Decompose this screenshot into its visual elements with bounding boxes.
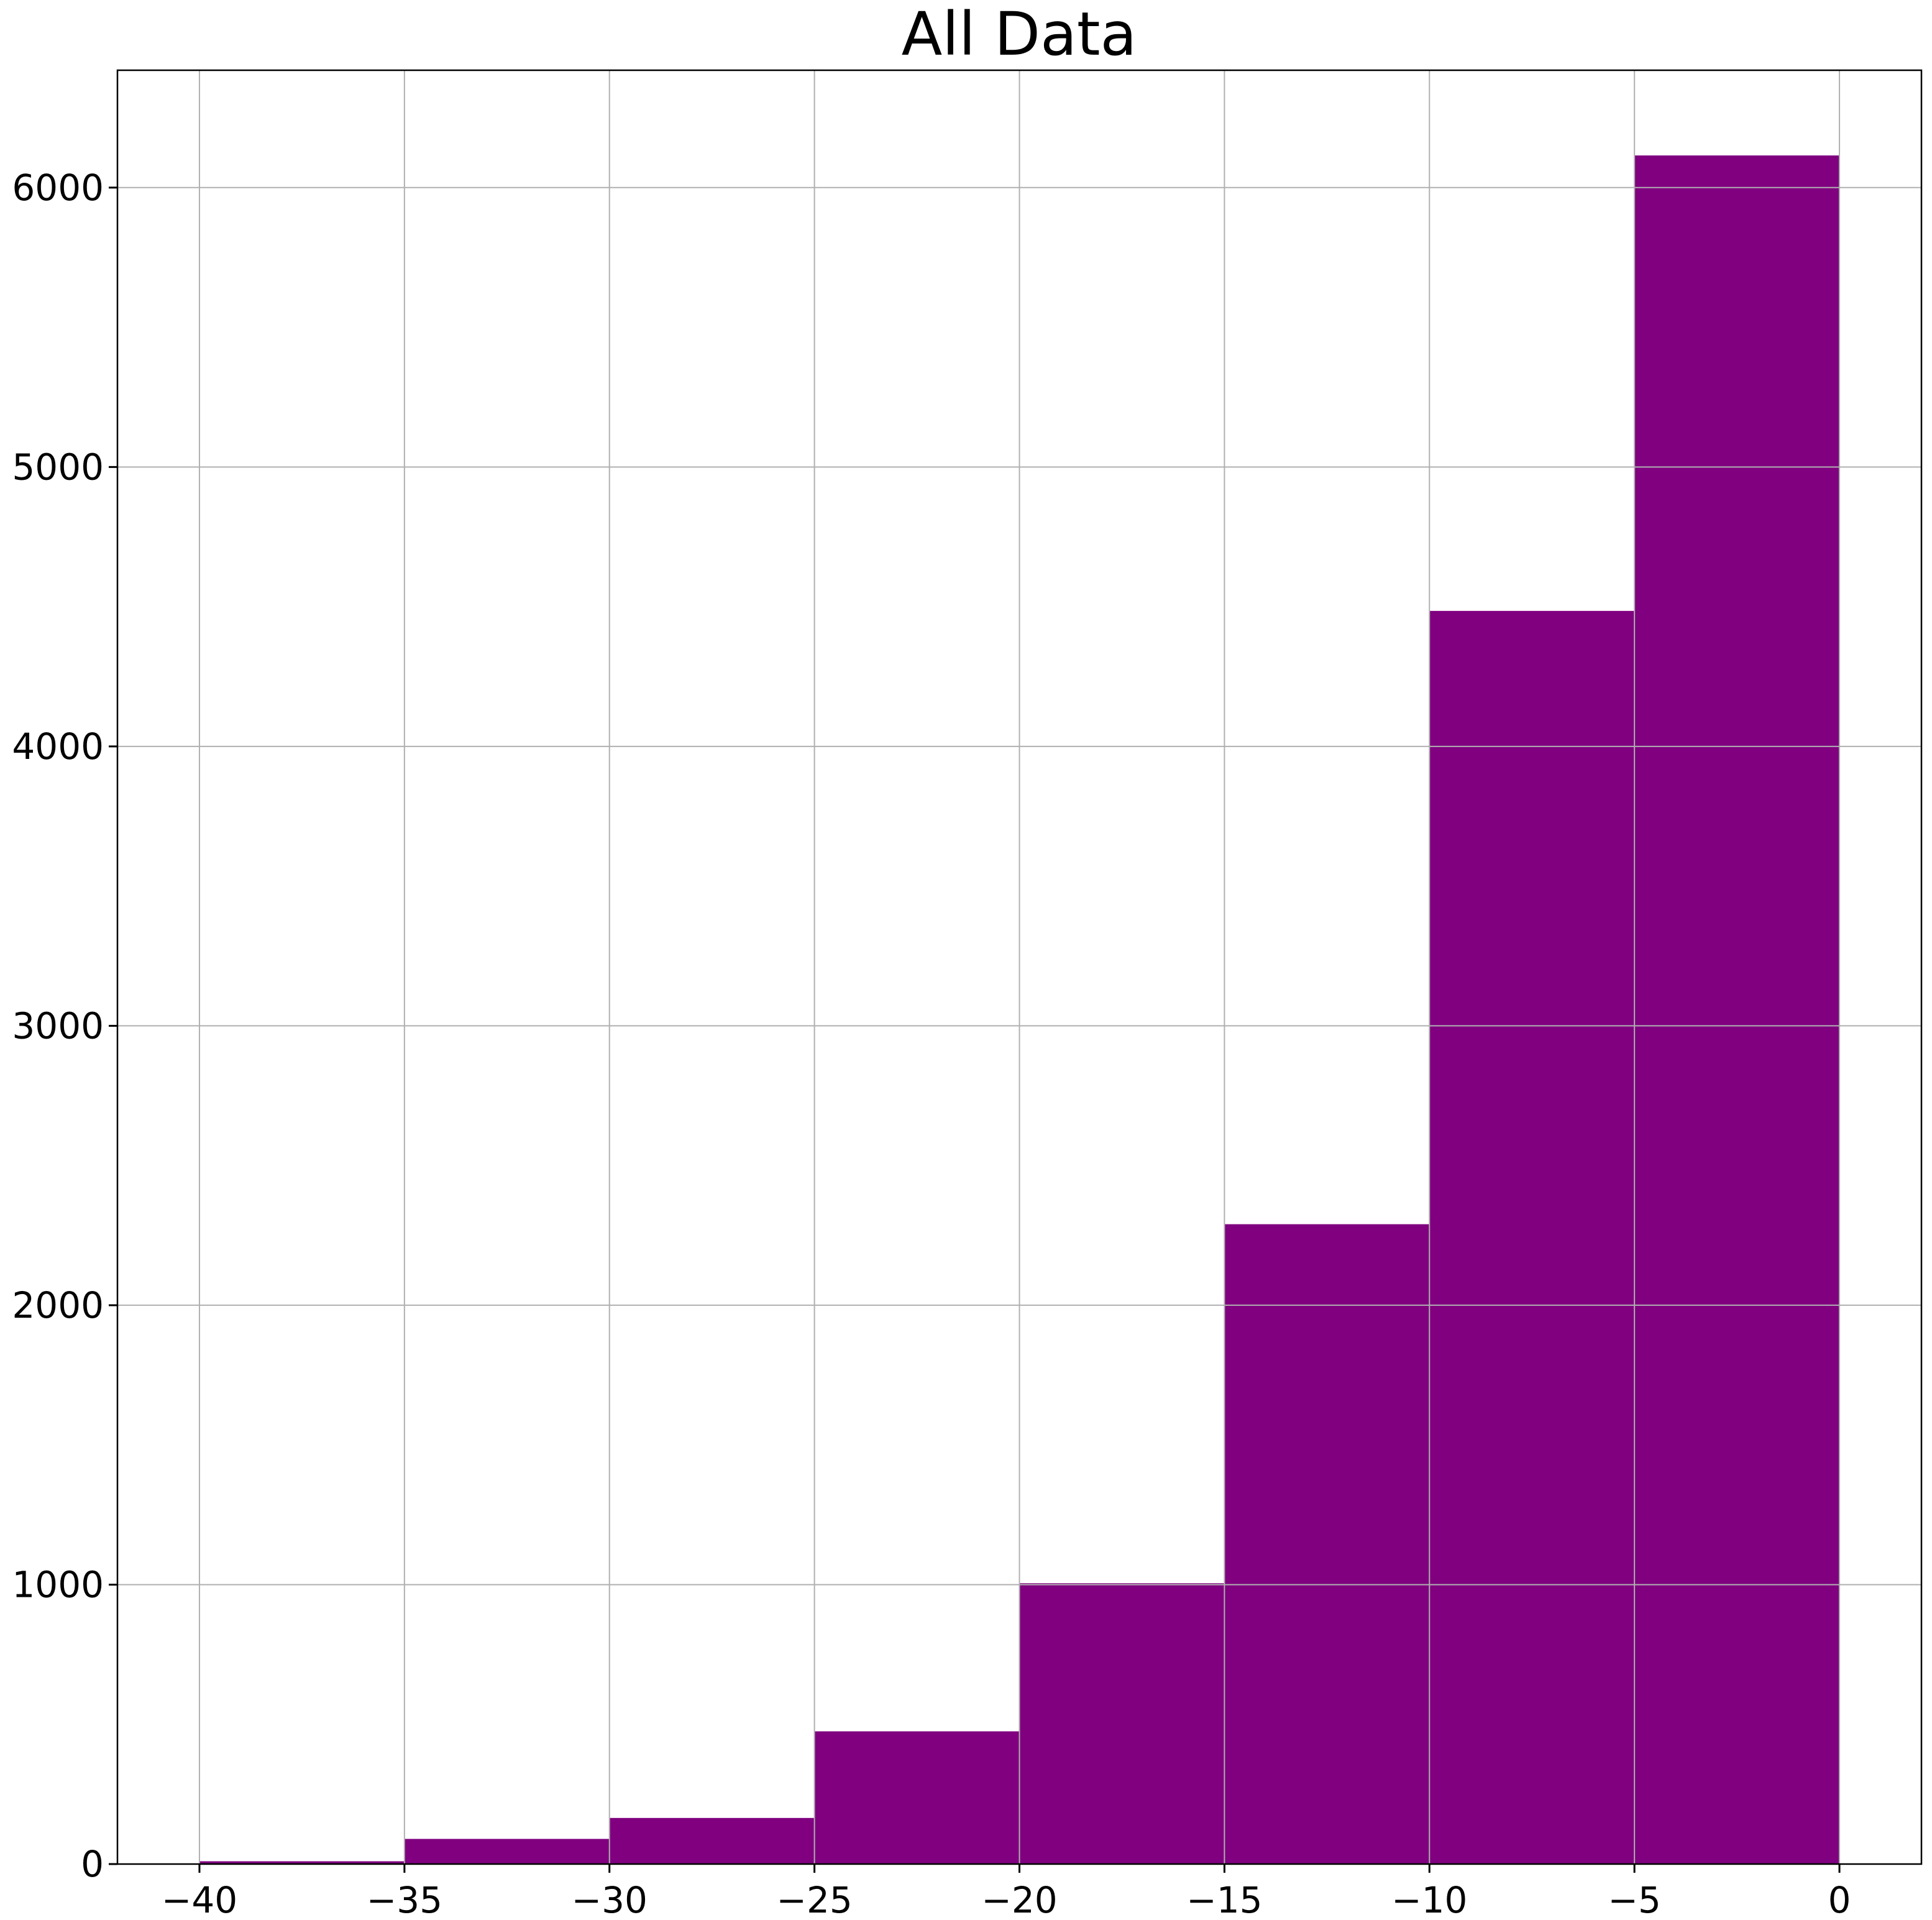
x-tick-label: −5 <box>1608 1879 1661 1920</box>
x-tick-label: 0 <box>1828 1879 1851 1920</box>
y-tick-label: 0 <box>81 1843 104 1885</box>
histogram-bar <box>1019 1583 1225 1864</box>
x-tick-label: −25 <box>776 1879 852 1920</box>
y-tick-label: 2000 <box>12 1284 104 1326</box>
histogram-bar <box>609 1817 815 1864</box>
bars <box>199 155 1840 1865</box>
chart-title: All Data <box>902 0 1137 69</box>
x-tick-label: −15 <box>1186 1879 1262 1920</box>
y-tick-label: 5000 <box>12 446 104 488</box>
y-tick-label: 1000 <box>12 1563 104 1605</box>
y-tick-label: 3000 <box>12 1004 104 1047</box>
y-tick-label: 4000 <box>12 725 104 768</box>
axes: −40 −35 −30 −25 −20 −15 −10 −5 0 0 1000 2000 3000 400… <box>12 167 1851 1920</box>
x-tick-label: −10 <box>1391 1879 1467 1920</box>
x-tick-label: −35 <box>367 1879 442 1920</box>
histogram-bar <box>1634 155 1840 1865</box>
y-tick-label: 6000 <box>12 167 104 209</box>
histogram-bar <box>814 1731 1020 1864</box>
histogram-bar <box>404 1839 610 1864</box>
x-tick-label: −20 <box>981 1879 1057 1920</box>
x-tick-label: −30 <box>572 1879 648 1920</box>
histogram-bar <box>1224 1224 1430 1864</box>
plot-frame <box>116 69 1923 1865</box>
histogram-bar <box>199 1861 405 1864</box>
x-tick-label: −40 <box>162 1879 237 1920</box>
histogram-bar <box>1429 610 1635 1865</box>
